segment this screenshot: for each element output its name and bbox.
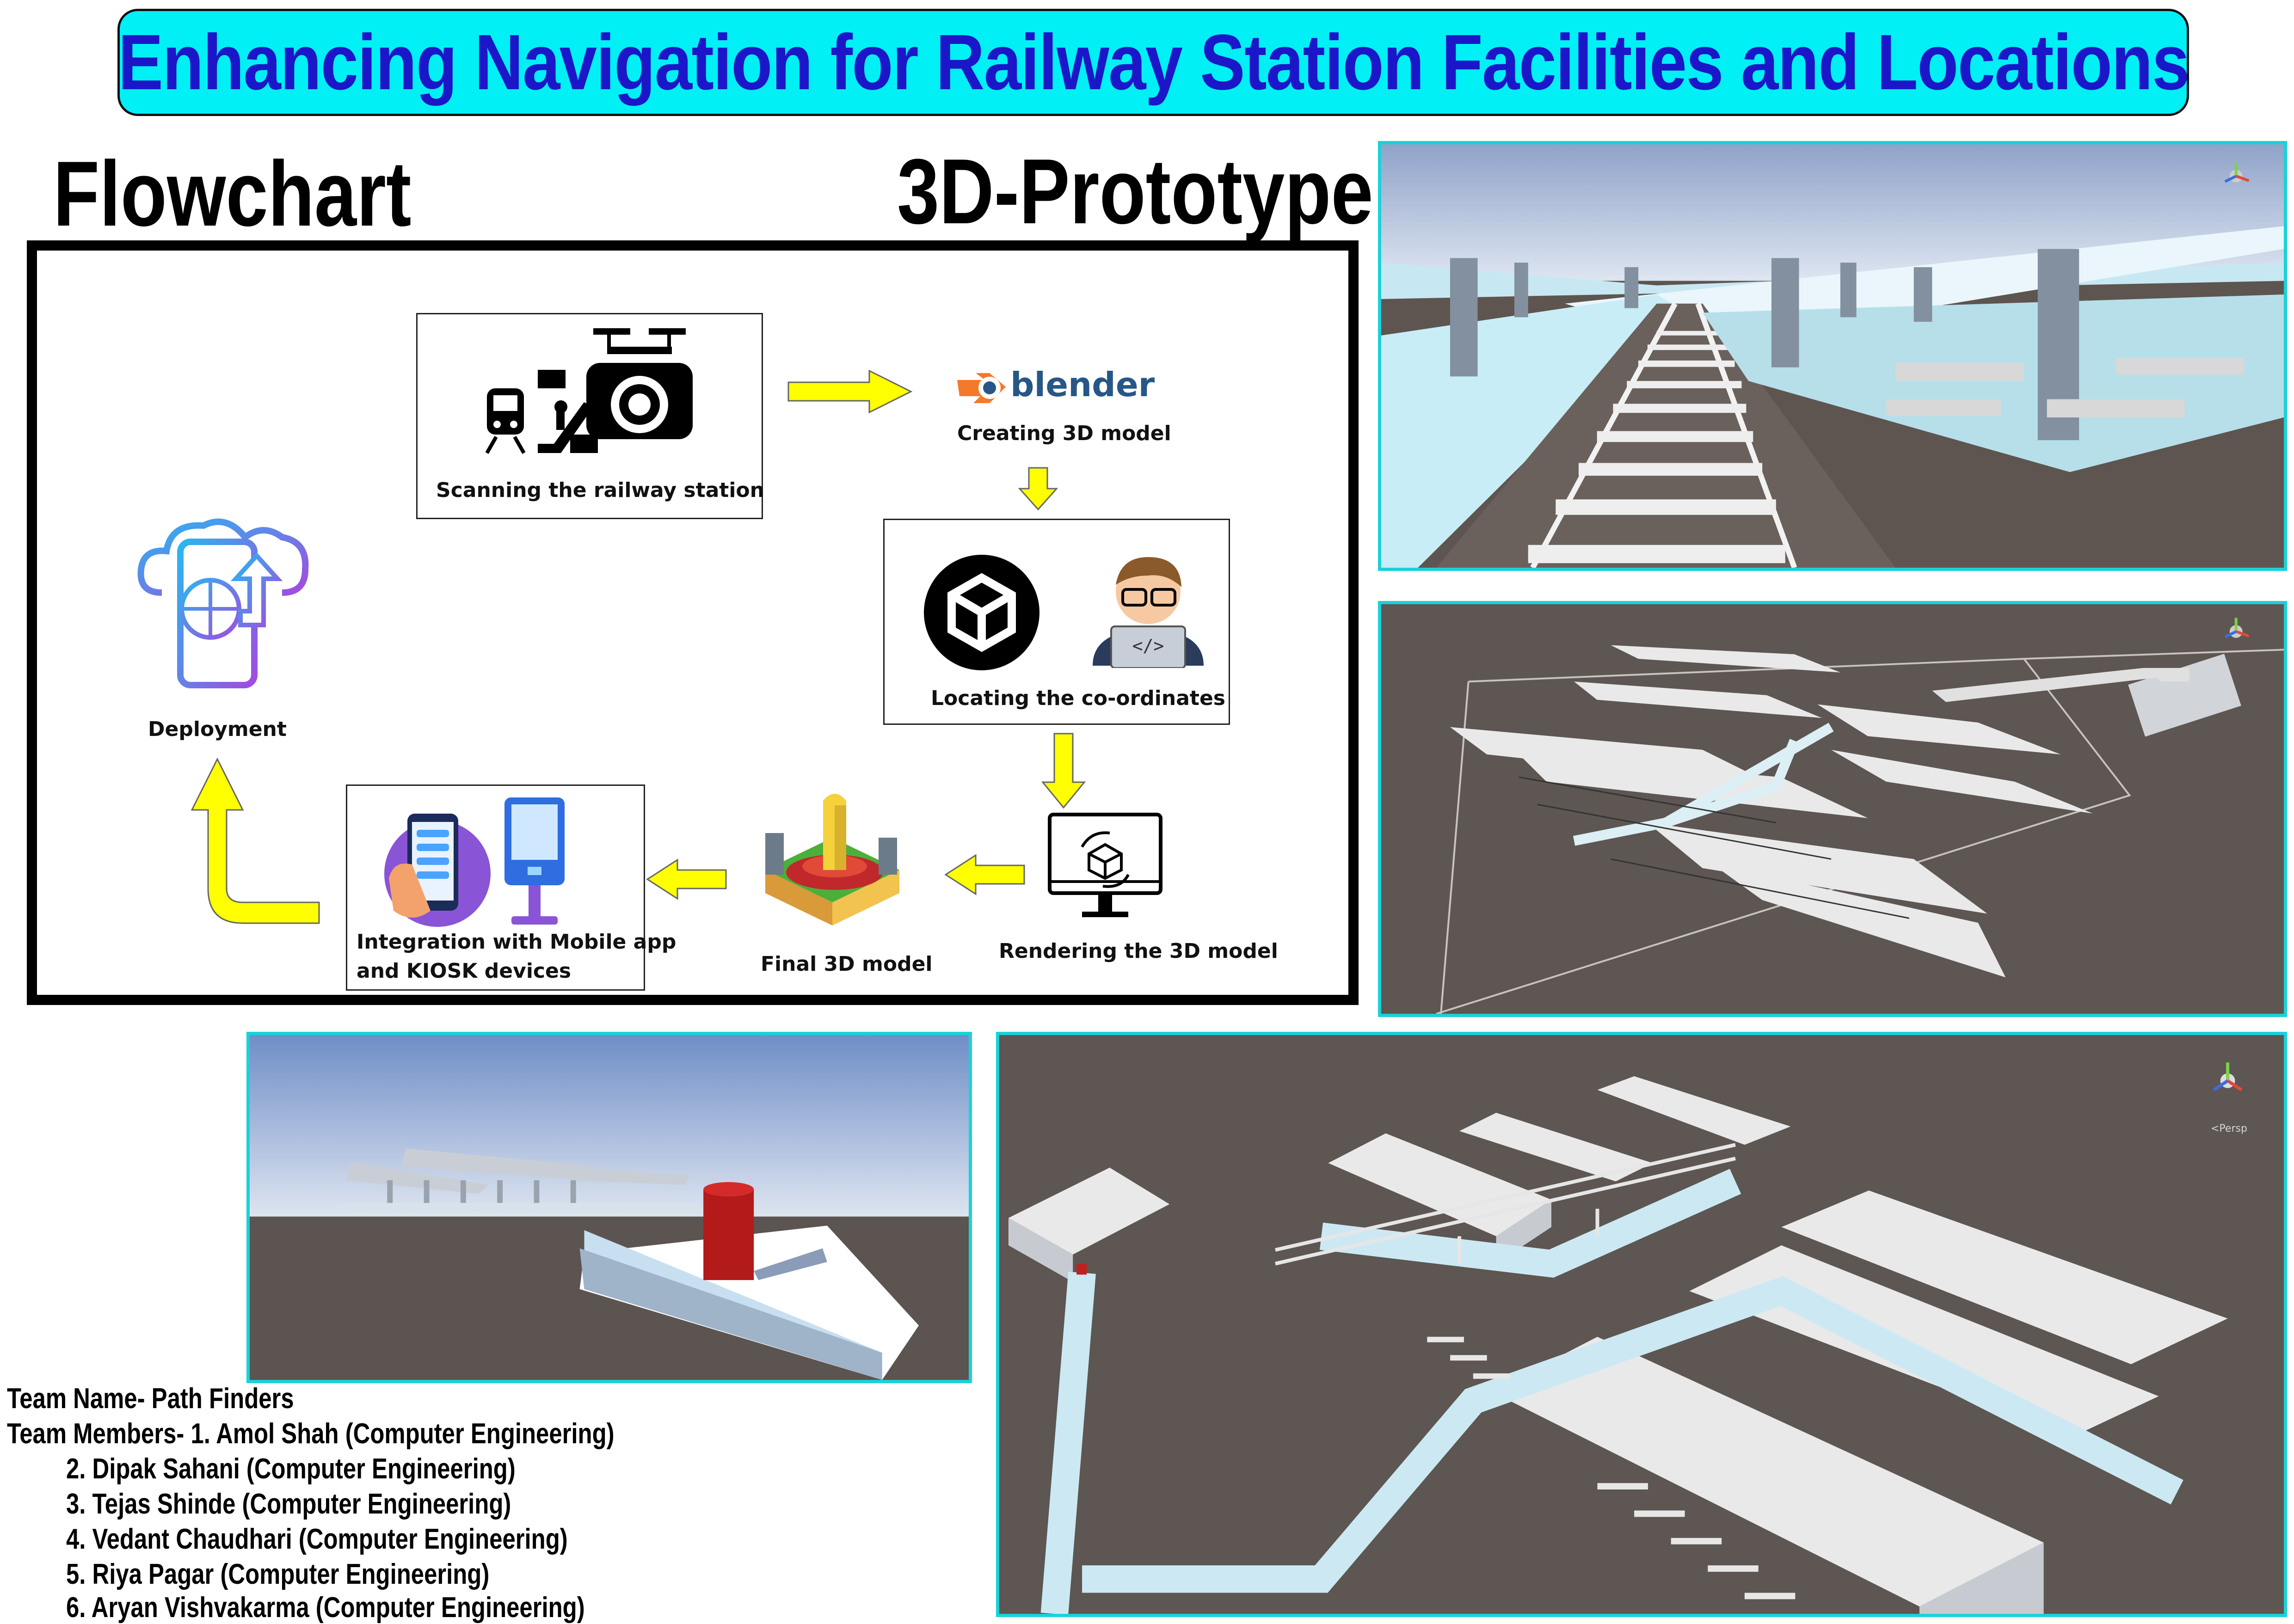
gizmo-icon	[2224, 618, 2250, 638]
create-step-label: Creating 3D model	[957, 422, 1171, 445]
arrow-left-icon	[646, 858, 727, 900]
arrow-down-icon	[1041, 733, 1086, 809]
final-model-icon	[765, 794, 899, 925]
title-banner: Enhancing Navigation for Railway Station…	[117, 9, 2189, 116]
team-member: 3. Tejas Shinde (Computer Engineering)	[66, 1488, 511, 1520]
team-member: 2. Dipak Sahani (Computer Engineering)	[66, 1453, 516, 1485]
mobile-app-icon	[384, 814, 491, 927]
prototype-view-overview	[1378, 601, 2287, 1017]
page-title: Enhancing Navigation for Railway Station…	[117, 18, 2189, 106]
arrow-up-elbow-icon	[191, 757, 320, 924]
platform-perspective-render	[1381, 144, 2284, 568]
deployment-cloud-icon	[137, 518, 309, 688]
scan-step-label: Scanning the railway station	[436, 478, 764, 502]
team-member: 5. Riya Pagar (Computer Engineering)	[66, 1558, 490, 1590]
drone-scanner-icon	[485, 328, 693, 454]
gizmo-icon	[2213, 1062, 2243, 1091]
gizmo-icon	[2224, 162, 2250, 183]
arrow-right-icon	[787, 369, 913, 414]
prototype-view-platform	[1378, 141, 2287, 571]
team-members-line: Team Members- 1. Amol Shah (Computer Eng…	[7, 1417, 615, 1450]
kiosk-icon	[504, 797, 565, 925]
final-step-label: Final 3D model	[761, 952, 933, 976]
ground-level-render	[250, 1035, 969, 1380]
arrow-left-icon	[944, 854, 1025, 895]
prototype-view-detailed: <Persp	[996, 1032, 2287, 1617]
locate-step-label: Locating the co-ordinates	[931, 686, 1225, 710]
locate-step-box: </> Locating the co-ordinates	[883, 519, 1230, 725]
blender-icon	[957, 373, 1006, 403]
svg-text:</>: </>	[1132, 636, 1164, 656]
flowchart-frame: Scanning the railway station blender Cre…	[27, 240, 1359, 1005]
station-overview-render	[1381, 604, 2284, 1014]
station-detailed-render	[999, 1035, 2284, 1614]
team-member: 1. Amol Shah (Computer Engineering)	[191, 1418, 615, 1450]
team-member: 4. Vedant Chaudhari (Computer Engineerin…	[66, 1523, 568, 1555]
team-name: Team Name- Path Finders	[7, 1383, 294, 1415]
render-step-label: Rendering the 3D model	[999, 939, 1278, 963]
developer-icon: </>	[1093, 557, 1204, 668]
deployment-step-label: Deployment	[148, 717, 287, 741]
perspective-label: <Persp	[2211, 1123, 2247, 1134]
prototype-heading: 3D-Prototype	[897, 140, 1373, 243]
integration-step-label-line2: and KIOSK devices	[357, 959, 572, 983]
render-monitor-icon	[1048, 813, 1162, 917]
scan-step-box: Scanning the railway station	[416, 313, 764, 519]
integration-step-box: Integration with Mobile app and KIOSK de…	[346, 784, 676, 991]
blender-logo: blender	[953, 362, 1175, 412]
prototype-view-ground	[246, 1032, 972, 1383]
team-members-prefix: Team Members-	[7, 1418, 191, 1450]
team-member: 6. Aryan Vishvakarma (Computer Engineeri…	[66, 1592, 585, 1624]
integration-step-label-line1: Integration with Mobile app	[357, 930, 677, 954]
arrow-down-icon	[1018, 467, 1058, 511]
blender-wordmark: blender	[1010, 365, 1155, 404]
flowchart-heading: Flowchart	[53, 142, 412, 245]
unity-icon	[924, 555, 1039, 670]
